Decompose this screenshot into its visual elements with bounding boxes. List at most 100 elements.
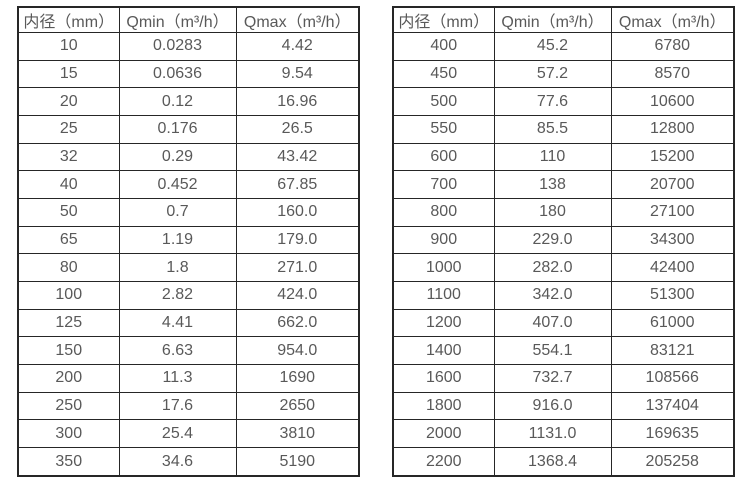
cell: 407.0 [493,308,612,338]
table-row: 150 6.63 954.0 [17,336,360,366]
table-row: 200 11.3 1690 [17,364,360,393]
column-header-qmax: Qmax（m³/h） [610,6,735,33]
table-row: 1100 342.0 51300 [392,281,735,310]
table-row: 300 25.4 3810 [17,419,360,449]
cell: 32 [17,142,120,172]
cell: 25.4 [118,419,237,449]
table-row: 20 0.12 16.96 [17,87,360,117]
cell: 0.0636 [118,59,237,89]
cell: 42400 [610,253,735,283]
table-row: 400 45.2 6780 [392,32,735,61]
cell: 85.5 [493,115,612,144]
cell: 138 [493,170,612,200]
cell: 10 [17,32,120,61]
cell: 2200 [392,447,495,477]
table-row: 1000 282.0 42400 [392,253,735,283]
cell: 4.41 [118,308,237,338]
cell: 700 [392,170,495,200]
table-row: 700 138 20700 [392,170,735,200]
cell: 1368.4 [493,447,612,477]
cell: 1131.0 [493,419,612,449]
table-row: 1400 554.1 83121 [392,336,735,366]
cell: 900 [392,225,495,255]
table-row: 65 1.19 179.0 [17,225,360,255]
cell: 17.6 [118,391,237,421]
header-row: 内径（mm） Qmin（m³/h） Qmax（m³/h） [392,6,735,33]
cell: 12800 [610,115,735,144]
cell: 26.5 [235,115,360,144]
cell: 43.42 [235,142,360,172]
table-row: 80 1.8 271.0 [17,253,360,283]
cell: 6780 [610,32,735,61]
cell: 27100 [610,198,735,227]
cell: 45.2 [493,32,612,61]
cell: 1600 [392,364,495,393]
cell: 600 [392,142,495,172]
cell: 169635 [610,419,735,449]
cell: 67.85 [235,170,360,200]
cell: 2.82 [118,281,237,310]
table-row: 450 57.2 8570 [392,59,735,89]
cell: 500 [392,87,495,117]
cell: 550 [392,115,495,144]
cell: 108566 [610,364,735,393]
flow-range-table-large-diameters: 内径（mm） Qmin（m³/h） Qmax（m³/h） 400 45.2 6780… [392,6,735,477]
table-row: 900 229.0 34300 [392,225,735,255]
cell: 800 [392,198,495,227]
table-row: 40 0.452 67.85 [17,170,360,200]
cell: 77.6 [493,87,612,117]
column-header-qmin: Qmin（m³/h） [118,6,237,33]
cell: 282.0 [493,253,612,283]
cell: 20700 [610,170,735,200]
table-body: 10 0.0283 4.42 15 0.0636 9.54 20 0.12 16.96 25 0.1… [17,32,360,477]
table-row: 1600 732.7 108566 [392,364,735,393]
cell: 1690 [235,364,360,393]
cell: 65 [17,225,120,255]
table-row: 2200 1368.4 205258 [392,447,735,477]
cell: 2000 [392,419,495,449]
cell: 11.3 [118,364,237,393]
table-row: 125 4.41 662.0 [17,308,360,338]
cell: 10600 [610,87,735,117]
cell: 34300 [610,225,735,255]
cell: 0.0283 [118,32,237,61]
cell: 554.1 [493,336,612,366]
cell: 0.7 [118,198,237,227]
cell: 1400 [392,336,495,366]
cell: 51300 [610,281,735,310]
cell: 205258 [610,447,735,477]
table-row: 100 2.82 424.0 [17,281,360,310]
cell: 0.176 [118,115,237,144]
cell: 40 [17,170,120,200]
table-row: 800 180 27100 [392,198,735,227]
table-row: 1800 916.0 137404 [392,391,735,421]
table-header: 内径（mm） Qmin（m³/h） Qmax（m³/h） [392,6,735,33]
cell: 300 [17,419,120,449]
table-row: 350 34.6 5190 [17,447,360,477]
flow-range-table-small-diameters: 内径（mm） Qmin（m³/h） Qmax（m³/h） 10 0.0283 4.4… [17,6,360,477]
cell: 271.0 [235,253,360,283]
column-header-diameter: 内径（mm） [17,6,120,33]
table-body: 400 45.2 6780 450 57.2 8570 500 77.6 10600 550 85.… [392,32,735,477]
cell: 229.0 [493,225,612,255]
cell: 1100 [392,281,495,310]
table-row: 32 0.29 43.42 [17,142,360,172]
cell: 916.0 [493,391,612,421]
cell: 25 [17,115,120,144]
table-row: 550 85.5 12800 [392,115,735,144]
cell: 1200 [392,308,495,338]
cell: 61000 [610,308,735,338]
cell: 6.63 [118,336,237,366]
cell: 954.0 [235,336,360,366]
cell: 250 [17,391,120,421]
cell: 180 [493,198,612,227]
cell: 8570 [610,59,735,89]
cell: 424.0 [235,281,360,310]
cell: 137404 [610,391,735,421]
cell: 16.96 [235,87,360,117]
cell: 350 [17,447,120,477]
cell: 110 [493,142,612,172]
cell: 15 [17,59,120,89]
table-row: 15 0.0636 9.54 [17,59,360,89]
cell: 342.0 [493,281,612,310]
